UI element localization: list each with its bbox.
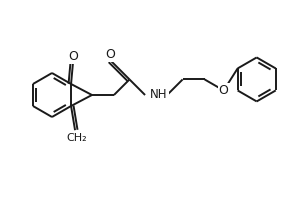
Text: O: O — [68, 49, 78, 62]
Text: O: O — [219, 84, 229, 97]
Text: O: O — [106, 48, 116, 61]
Text: NH: NH — [150, 88, 168, 100]
Text: CH₂: CH₂ — [67, 133, 87, 143]
